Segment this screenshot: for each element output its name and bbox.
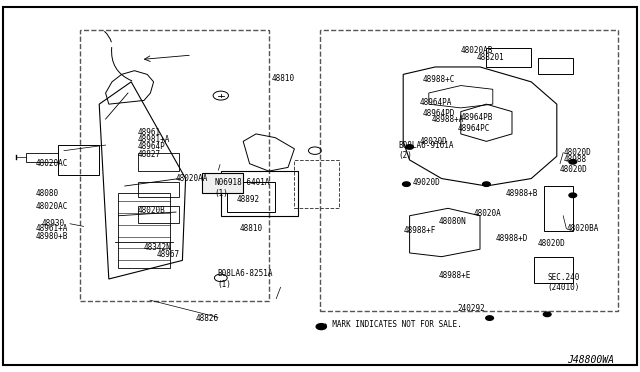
Text: B08LA6-8251A
(1): B08LA6-8251A (1) xyxy=(218,269,273,289)
Text: 48988+C: 48988+C xyxy=(422,76,455,84)
Text: 48964PA: 48964PA xyxy=(419,98,452,107)
Circle shape xyxy=(569,160,577,164)
Text: 48964PB: 48964PB xyxy=(461,113,493,122)
Text: 48988+E: 48988+E xyxy=(438,271,471,280)
Text: N06918-6401A
(1): N06918-6401A (1) xyxy=(214,178,270,198)
Text: 48020B: 48020B xyxy=(138,206,165,215)
Text: 48988+D: 48988+D xyxy=(496,234,529,243)
Text: 48342N: 48342N xyxy=(144,243,172,252)
Bar xyxy=(320,30,618,311)
Text: 48020D: 48020D xyxy=(538,239,565,248)
Text: 48810: 48810 xyxy=(272,74,295,83)
Text: 48964PC: 48964PC xyxy=(458,124,490,133)
Circle shape xyxy=(483,182,490,186)
Text: 48020AC: 48020AC xyxy=(35,159,68,168)
Text: J48800WA: J48800WA xyxy=(568,355,614,365)
Circle shape xyxy=(486,316,493,320)
Text: 48981+A: 48981+A xyxy=(138,135,170,144)
Bar xyxy=(486,48,531,67)
Text: 48988+A: 48988+A xyxy=(432,115,465,124)
Text: 48988+F: 48988+F xyxy=(403,226,436,235)
Text: 48892: 48892 xyxy=(237,195,260,203)
Text: 48020AC: 48020AC xyxy=(35,202,68,211)
Text: 48827: 48827 xyxy=(138,150,161,159)
Text: 48080N: 48080N xyxy=(438,217,466,226)
Text: 48964P: 48964P xyxy=(138,142,165,151)
Text: 488201: 488201 xyxy=(477,53,504,62)
Bar xyxy=(202,173,243,193)
Text: 48020D: 48020D xyxy=(560,165,588,174)
Text: 48020BA: 48020BA xyxy=(566,224,599,233)
Circle shape xyxy=(569,193,577,198)
Text: 49020D: 49020D xyxy=(413,178,440,187)
Text: 48967: 48967 xyxy=(157,250,180,259)
Bar xyxy=(294,160,339,208)
Circle shape xyxy=(543,312,551,317)
Text: SEC.240
(24010): SEC.240 (24010) xyxy=(547,273,580,292)
Bar xyxy=(138,153,179,171)
Text: 48020A: 48020A xyxy=(474,209,501,218)
Text: 48020D: 48020D xyxy=(419,137,447,146)
Circle shape xyxy=(403,182,410,186)
Bar xyxy=(221,171,298,216)
Text: 48810: 48810 xyxy=(240,224,263,233)
Text: ★ MARK INDICATES NOT FOR SALE.: ★ MARK INDICATES NOT FOR SALE. xyxy=(323,320,462,329)
Text: 48020AB: 48020AB xyxy=(461,46,493,55)
Text: 48961+A: 48961+A xyxy=(35,224,68,233)
Text: 48980+B: 48980+B xyxy=(35,232,68,241)
Bar xyxy=(138,182,179,197)
Circle shape xyxy=(406,145,413,149)
Text: 240292: 240292 xyxy=(458,304,485,313)
Text: 48988+B: 48988+B xyxy=(506,189,538,198)
Text: 48020D: 48020D xyxy=(563,148,591,157)
Text: 48826: 48826 xyxy=(195,314,218,323)
Circle shape xyxy=(316,324,326,330)
Text: 48930: 48930 xyxy=(42,219,65,228)
Bar xyxy=(138,206,179,223)
Text: 48080: 48080 xyxy=(35,189,58,198)
Text: 48020AA: 48020AA xyxy=(176,174,209,183)
Text: 48988: 48988 xyxy=(563,155,586,164)
Text: 48961: 48961 xyxy=(138,128,161,137)
Text: B08LA6-9161A
(2): B08LA6-9161A (2) xyxy=(398,141,454,160)
Bar xyxy=(80,30,269,301)
Bar xyxy=(227,182,275,212)
Text: 48964PD: 48964PD xyxy=(422,109,455,118)
Bar xyxy=(538,58,573,74)
